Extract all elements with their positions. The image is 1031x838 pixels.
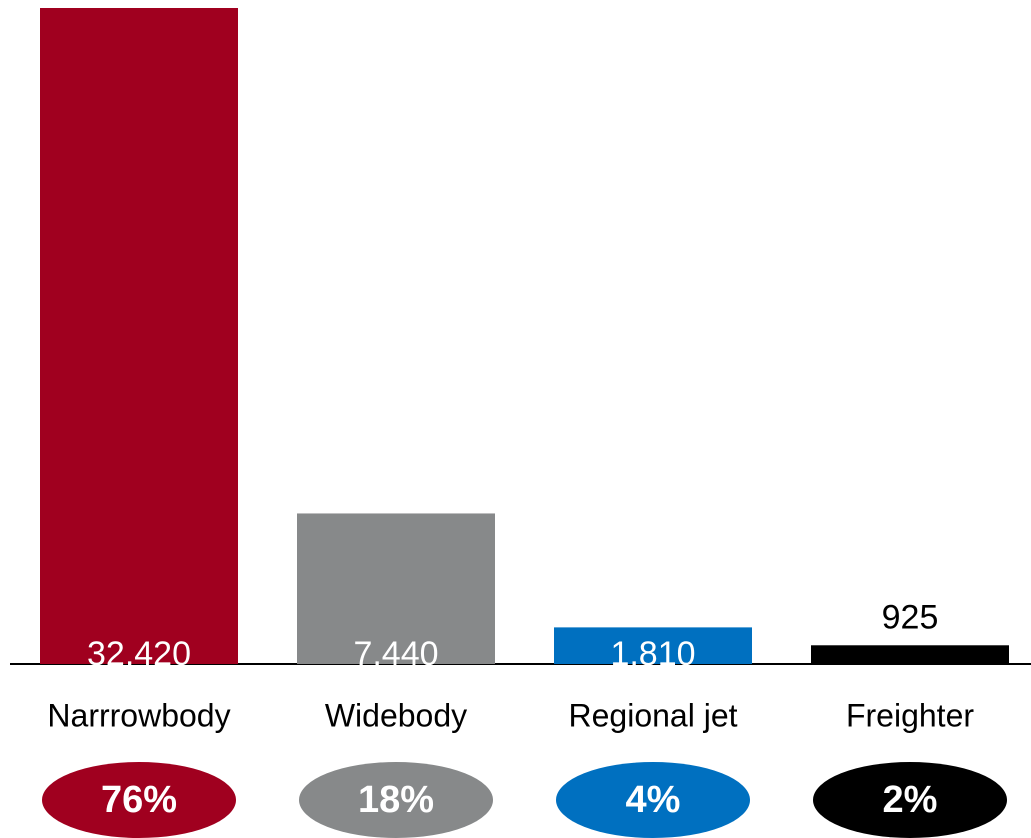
category-label: Freighter [846, 697, 974, 733]
value-label: 1,810 [610, 635, 695, 673]
share-label: 2% [883, 779, 938, 821]
bar [297, 513, 495, 664]
share-badge [556, 762, 750, 838]
share-badge [299, 762, 493, 838]
value-label: 32,420 [87, 635, 191, 673]
category-label: Regional jet [569, 697, 738, 733]
share-badge [813, 762, 1007, 838]
value-label: 7,440 [353, 635, 438, 673]
value-label: 925 [882, 598, 939, 636]
bar [554, 627, 752, 664]
share-label: 76% [101, 779, 177, 821]
bar [40, 8, 238, 664]
share-label: 18% [358, 779, 434, 821]
category-label: Widebody [325, 697, 467, 733]
category-label: Narrrowbody [47, 697, 230, 733]
share-badge [42, 762, 236, 838]
bar [811, 645, 1009, 664]
share-label: 4% [626, 779, 681, 821]
